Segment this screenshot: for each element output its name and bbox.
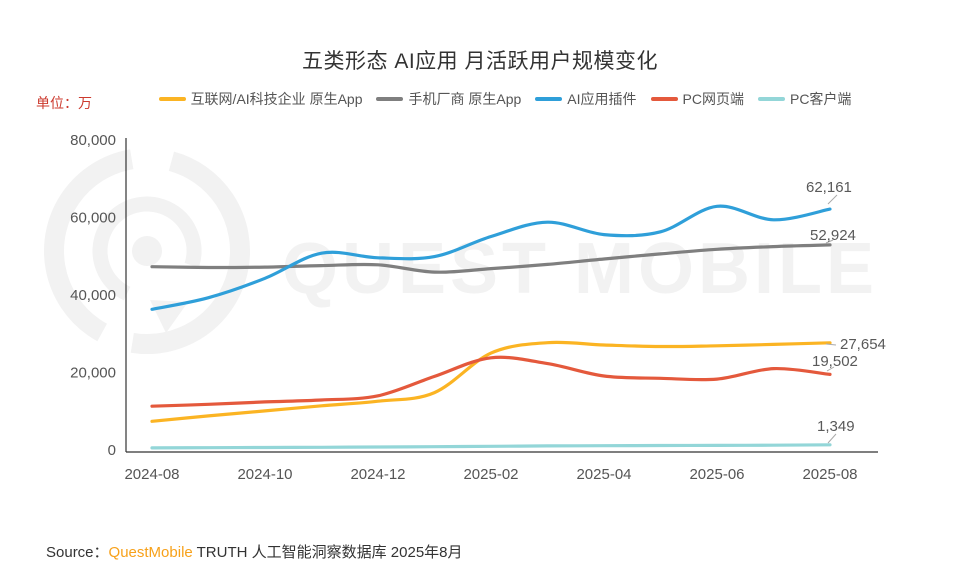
watermark-text: QUEST MOBILE bbox=[282, 229, 878, 309]
source-prefix: Source： bbox=[46, 544, 109, 561]
series-lines bbox=[150, 204, 832, 450]
x-tick-label-2025-06: 2025-06 bbox=[689, 466, 744, 483]
series-line-pc-client bbox=[150, 443, 832, 450]
legend-item-label: PC网页端 bbox=[682, 91, 744, 107]
source-line: Source：QuestMobile TRUTH 人工智能洞察数据库 2025年… bbox=[46, 541, 463, 562]
x-tick-label-2024-10: 2024-10 bbox=[237, 466, 292, 483]
x-tick-label-2024-08: 2024-08 bbox=[124, 466, 179, 483]
label-leader-ai-app-plugin bbox=[827, 194, 838, 205]
legend: 互联网/AI科技企业 原生App 手机厂商 原生App AI应用插件 PC网页端 PC客… bbox=[110, 91, 900, 107]
watermark: QUEST MOBILE bbox=[43, 148, 878, 354]
source-brand: QuestMobile bbox=[108, 544, 193, 561]
legend-item-phone-vendor-native-app[interactable]: 手机厂商 原生App bbox=[376, 91, 521, 107]
y-tick-label-60000: 60,000 bbox=[70, 210, 116, 227]
legend-swatch-phone-vendor-native-app bbox=[376, 97, 404, 101]
legend-swatch-pc-web bbox=[650, 97, 678, 101]
legend-item-label: AI应用插件 bbox=[567, 91, 637, 107]
watermark-logo-outer-ring bbox=[43, 148, 250, 354]
legend-item-pc-client[interactable]: PC客户端 bbox=[757, 91, 852, 107]
label-leader-phone-vendor-native-app bbox=[825, 239, 834, 244]
watermark-logo-dot bbox=[132, 236, 162, 266]
y-tick-label-80000: 80,000 bbox=[70, 132, 116, 149]
x-tick-label-2024-12: 2024-12 bbox=[350, 466, 405, 483]
legend-item-ai-app-plugin[interactable]: AI应用插件 bbox=[535, 91, 637, 107]
legend-swatch-pc-client bbox=[757, 97, 785, 101]
x-tick-label-2025-02: 2025-02 bbox=[463, 466, 518, 483]
label-leader-internet-ai-native-app bbox=[825, 343, 837, 346]
series-line-pc-web bbox=[150, 355, 832, 408]
end-value-label-pc-web: 19,502 bbox=[812, 353, 858, 370]
unit-label: 单位：万 bbox=[36, 95, 92, 111]
x-tick-label-2025-04: 2025-04 bbox=[576, 466, 631, 483]
series-line-phone-vendor-native-app bbox=[150, 243, 832, 274]
end-value-label-ai-app-plugin: 62,161 bbox=[806, 179, 852, 196]
end-value-label-internet-ai-native-app: 27,654 bbox=[840, 336, 886, 353]
label-leader-pc-web bbox=[826, 366, 835, 372]
label-leader-pc-client bbox=[827, 433, 837, 444]
legend-swatch-internet-ai-native-app bbox=[158, 97, 186, 101]
legend-item-label: 手机厂商 原生App bbox=[408, 91, 522, 107]
series-line-internet-ai-native-app bbox=[150, 340, 832, 423]
source-suffix: TRUTH 人工智能洞察数据库 2025年8月 bbox=[192, 544, 463, 561]
series-line-ai-app-plugin bbox=[150, 204, 832, 311]
chart-title: 五类形态 AI应用 月活跃用户规模变化 bbox=[301, 50, 658, 73]
y-tick-label-0: 0 bbox=[108, 442, 116, 459]
y-tick-label-20000: 20,000 bbox=[70, 365, 116, 382]
y-axis-tick-labels: 0 20,000 40,000 60,000 80,000 bbox=[70, 132, 116, 459]
x-axis-tick-labels: 2024-08 2024-10 2024-12 2025-02 2025-04 2025-… bbox=[124, 466, 857, 483]
legend-item-internet-ai-native-app[interactable]: 互联网/AI科技企业 原生App bbox=[158, 91, 363, 107]
end-value-label-phone-vendor-native-app: 52,924 bbox=[810, 227, 856, 244]
legend-item-label: PC客户端 bbox=[789, 91, 852, 107]
legend-item-label: 互联网/AI科技企业 原生App bbox=[190, 91, 363, 107]
x-tick-label-2025-08: 2025-08 bbox=[802, 466, 857, 483]
legend-item-pc-web[interactable]: PC网页端 bbox=[650, 91, 744, 107]
end-value-label-pc-client: 1,349 bbox=[817, 418, 855, 435]
watermark-logo-inner-ring bbox=[92, 196, 202, 306]
y-tick-label-40000: 40,000 bbox=[70, 287, 116, 304]
end-value-labels: 27,654 52,924 62,161 19,502 1,349 bbox=[806, 179, 886, 444]
legend-swatch-ai-app-plugin bbox=[535, 97, 563, 101]
